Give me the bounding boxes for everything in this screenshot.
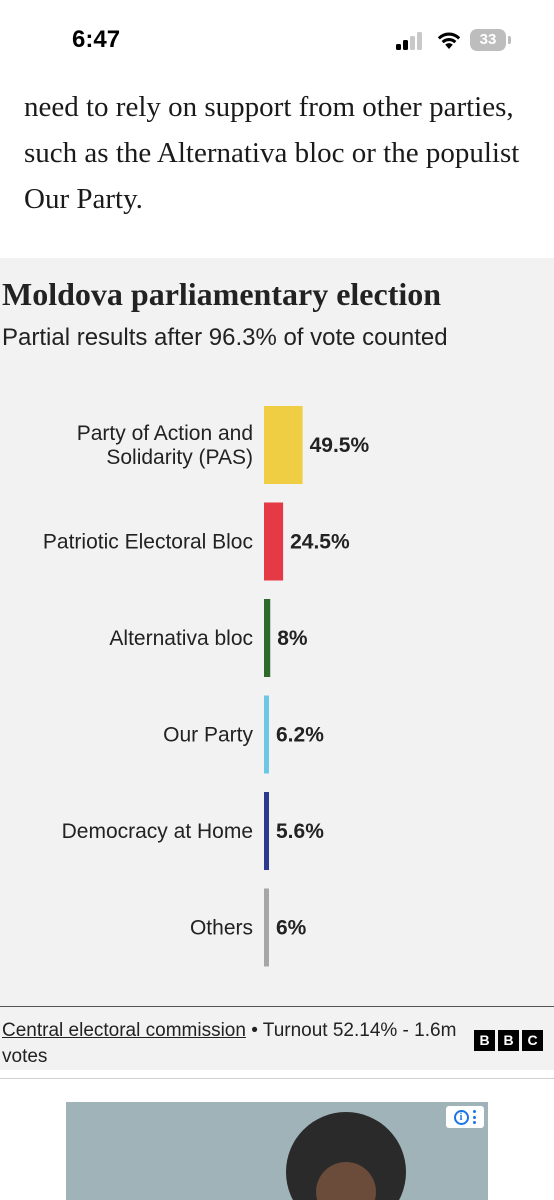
bar-2 [264,599,271,677]
bar-value-label: 6% [276,917,307,940]
source-link[interactable]: Central electoral commission [2,1020,246,1041]
chart-panel: Moldova parliamentary election Partial r… [0,258,554,1070]
advertisement[interactable]: i [66,1102,488,1200]
turnout-text: • Turnout 52.14% - 1.6m votes [2,1020,457,1067]
status-time: 6:47 [72,26,121,53]
ad-menu-icon[interactable] [472,1110,477,1124]
chart-subtitle: Partial results after 96.3% of vote coun… [2,324,448,351]
bbc-logo: B B C [474,1030,543,1051]
bbc-logo-letter: B [474,1030,495,1051]
cellular-signal-icon [396,32,424,50]
bar-5 [264,888,269,967]
ad-info-icon[interactable]: i [453,1109,469,1125]
status-bar: 6:47 33 [0,0,554,80]
bar-label: Patriotic Electoral Bloc [43,531,253,554]
battery-cap [508,36,511,44]
bar-label: Democracy at Home [62,820,253,843]
chart-footer: Central electoral commission • Turnout 5… [2,1018,462,1070]
bar-label: Our Party [163,724,253,747]
wifi-icon [437,32,461,49]
bar-label: Alternativa bloc [109,627,253,650]
bar-label: Others [190,917,253,940]
bar-3 [264,695,269,774]
battery-icon: 33 [470,29,506,51]
bar-value-label: 24.5% [290,531,350,554]
bbc-logo-letter: B [498,1030,519,1051]
ad-separator [0,1078,554,1079]
bar-value-label: 5.6% [276,820,324,843]
bar-label: Party of Action and [77,422,253,445]
bar-value-label: 6.2% [276,724,324,747]
bar-4 [264,792,269,870]
bar-0 [264,406,303,484]
bar-1 [264,502,284,581]
article-paragraph: need to rely on support from other parti… [24,91,520,215]
bar-value-label: 8% [277,627,308,650]
chart-title: Moldova parliamentary election [2,276,442,312]
bar-value-label: 49.5% [310,434,370,457]
bbc-logo-letter: C [522,1030,543,1051]
chart-divider [0,1006,554,1007]
ad-controls[interactable]: i [446,1106,484,1128]
bar-label: Solidarity (PAS) [106,446,253,469]
